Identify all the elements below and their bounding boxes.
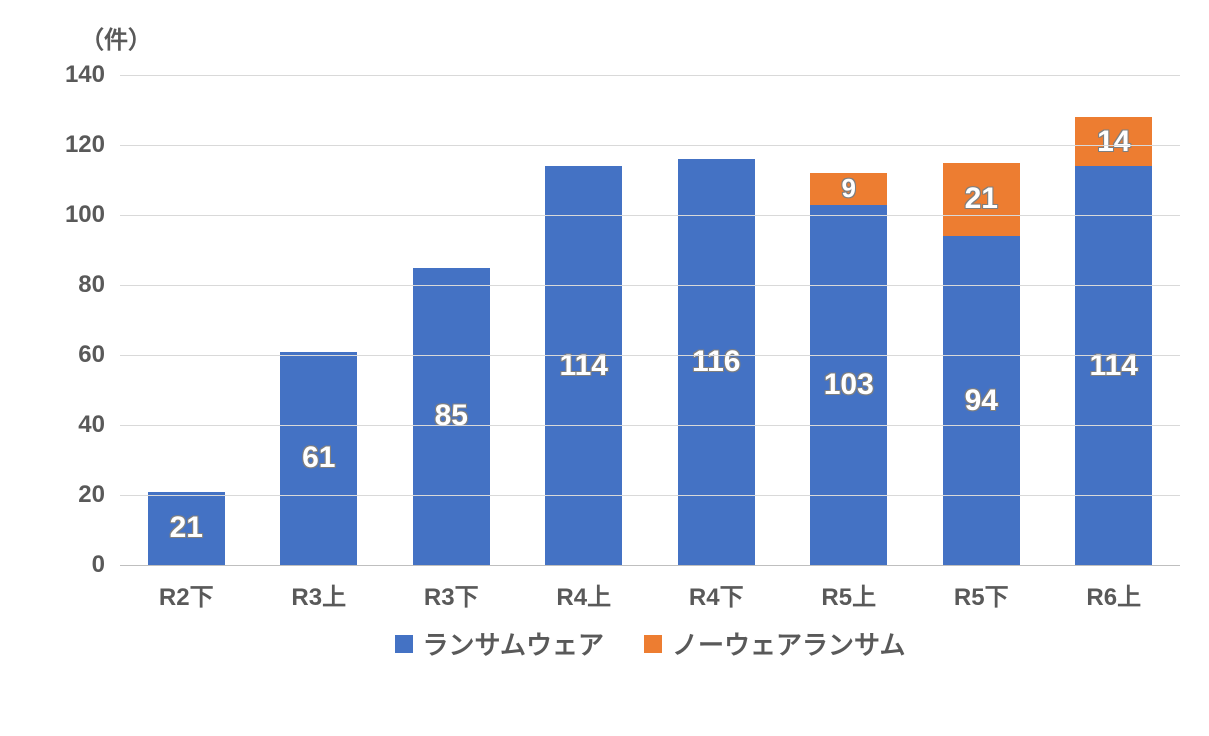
bar-segment-label: 94 xyxy=(965,384,998,418)
stacked-bar: 21 94 xyxy=(943,163,1020,566)
legend-label: ランサムウェア xyxy=(423,625,604,662)
stacked-bar: 9 103 xyxy=(810,173,887,565)
x-axis-labels: R2下R3上R3下R4上R4下R5上R5下R6上 xyxy=(120,577,1180,612)
y-tick-label: 60 xyxy=(45,341,105,369)
bar-slot: 116 xyxy=(650,75,783,565)
stacked-bar: 21 xyxy=(148,492,225,566)
bar-segment-ransomware: 103 xyxy=(810,205,887,566)
y-tick-label: 140 xyxy=(45,61,105,89)
x-tick-label: R4下 xyxy=(650,577,783,612)
bar-segment-ransomware: 116 xyxy=(678,159,755,565)
stacked-bar: 116 xyxy=(678,159,755,565)
bar-segment-label: 21 xyxy=(170,511,203,545)
grid-line xyxy=(120,75,1180,76)
bar-segment-label: 114 xyxy=(560,349,608,383)
legend-item-ransomware: ランサムウェア xyxy=(395,625,604,662)
bar-slot: 14 114 xyxy=(1048,75,1181,565)
grid-line xyxy=(120,565,1180,566)
stacked-bar: 85 xyxy=(413,268,490,566)
x-tick-label: R4上 xyxy=(518,577,651,612)
grid-line xyxy=(120,215,1180,216)
bar-segment-label: 114 xyxy=(1090,349,1138,383)
y-tick-label: 80 xyxy=(45,271,105,299)
y-axis-unit-label: （件） xyxy=(80,20,152,55)
y-tick-label: 120 xyxy=(45,131,105,159)
legend-label: ノーウェアランサム xyxy=(672,625,905,662)
bar-slot: 85 xyxy=(385,75,518,565)
y-tick-label: 0 xyxy=(45,551,105,579)
bar-segment-noware_ransom: 21 xyxy=(943,163,1020,237)
grid-line xyxy=(120,495,1180,496)
bar-segment-label: 14 xyxy=(1097,125,1130,159)
stacked-bar: 61 xyxy=(280,352,357,566)
bar-slot: 21 xyxy=(120,75,253,565)
bar-segment-ransomware: 21 xyxy=(148,492,225,566)
legend-item-noware_ransom: ノーウェアランサム xyxy=(644,625,905,662)
bar-segment-label: 116 xyxy=(692,345,740,379)
grid-line xyxy=(120,355,1180,356)
x-tick-label: R6上 xyxy=(1048,577,1181,612)
bar-slot: 9 103 xyxy=(783,75,916,565)
y-tick-label: 20 xyxy=(45,481,105,509)
stacked-bar-chart: （件） 21 61 85 114 116 9 103 21 94 14 114 0 20 40 60 80 1… xyxy=(0,0,1209,736)
bar-segment-ransomware: 61 xyxy=(280,352,357,566)
bar-segment-ransomware: 114 xyxy=(1075,166,1152,565)
bar-segment-label: 103 xyxy=(824,368,874,402)
bar-slot: 61 xyxy=(253,75,386,565)
legend-swatch xyxy=(395,635,413,653)
bar-segment-noware_ransom: 9 xyxy=(810,173,887,205)
x-tick-label: R5下 xyxy=(915,577,1048,612)
x-tick-label: R5上 xyxy=(783,577,916,612)
grid-line xyxy=(120,285,1180,286)
y-tick-label: 100 xyxy=(45,201,105,229)
y-tick-label: 40 xyxy=(45,411,105,439)
bar-segment-label: 9 xyxy=(842,173,856,204)
plot-area: 2161851141169103219414114 02040608010012… xyxy=(120,75,1180,565)
bar-slot: 114 xyxy=(518,75,651,565)
grid-line xyxy=(120,145,1180,146)
stacked-bar: 14 114 xyxy=(1075,117,1152,565)
bar-segment-label: 85 xyxy=(435,399,468,433)
bars-container: 21 61 85 114 116 9 103 21 94 14 114 xyxy=(120,75,1180,565)
bar-segment-label: 21 xyxy=(965,182,998,216)
grid-line xyxy=(120,425,1180,426)
bar-segment-ransomware: 85 xyxy=(413,268,490,566)
x-tick-label: R2下 xyxy=(120,577,253,612)
bar-slot: 21 94 xyxy=(915,75,1048,565)
x-tick-label: R3下 xyxy=(385,577,518,612)
bar-segment-noware_ransom: 14 xyxy=(1075,117,1152,166)
stacked-bar: 114 xyxy=(545,166,622,565)
bar-segment-label: 61 xyxy=(302,441,335,475)
chart-legend: ランサムウェア ノーウェアランサム xyxy=(120,625,1180,662)
legend-swatch xyxy=(644,635,662,653)
bar-segment-ransomware: 114 xyxy=(545,166,622,565)
x-tick-label: R3上 xyxy=(253,577,386,612)
